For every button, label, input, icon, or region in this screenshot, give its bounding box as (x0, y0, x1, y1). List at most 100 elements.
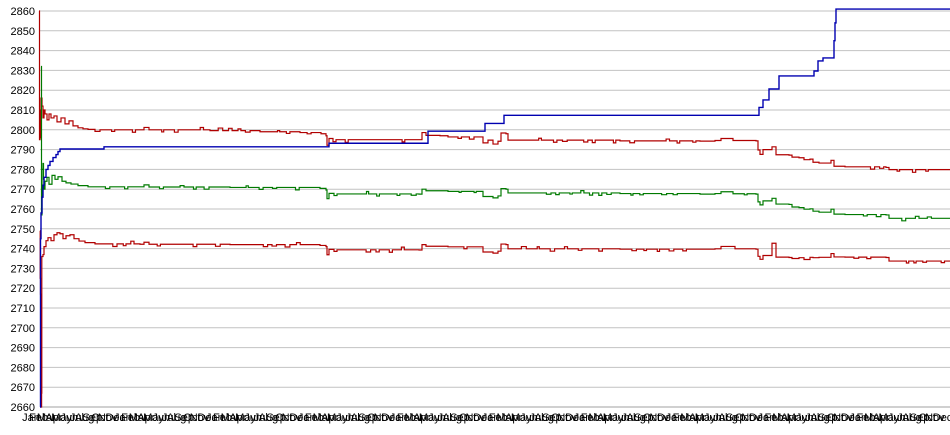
x-tick-label: May (787, 412, 808, 424)
x-tick-label: Mar (496, 412, 515, 424)
x-tick-label: Jan (22, 412, 40, 424)
x-tick-label: Dec (841, 412, 861, 424)
y-tick-label: 2820 (11, 85, 35, 97)
x-tick-label: May (603, 412, 624, 424)
y-tick-label: 2780 (11, 164, 35, 176)
x-tick-label: May (419, 412, 440, 424)
x-tick-label: Sep (450, 412, 470, 424)
x-tick-label: Jun (796, 412, 814, 424)
x-tick-label: Apr (597, 412, 614, 424)
x-tick-label: Jul (805, 412, 819, 424)
x-tick-label: Apr (137, 412, 154, 424)
x-tick-label: Jul (254, 412, 268, 424)
x-tick-label: Mar (680, 412, 699, 424)
x-tick-label: Dec (473, 412, 493, 424)
x-tick-label: Apr (413, 412, 430, 424)
x-tick-label: Dec (105, 412, 125, 424)
x-tick-label: May (695, 412, 716, 424)
x-tick-label: Dec (933, 412, 950, 424)
x-tick-label: Mar (772, 412, 791, 424)
x-tick-label: Sep (910, 412, 930, 424)
x-tick-label: Jan (390, 412, 408, 424)
x-tick-label: Sep (174, 412, 194, 424)
x-tick-label: May (235, 412, 256, 424)
x-tick-label: Jun (428, 412, 446, 424)
x-tick-label: Apr (781, 412, 798, 424)
series-lines (38, 8, 950, 408)
x-tick-label: Aug (534, 412, 554, 424)
x-tick-label: Oct (183, 412, 200, 424)
y-tick-label: 2790 (11, 145, 35, 157)
x-tick-label: Jan (482, 412, 500, 424)
y-tick-label: 2860 (11, 6, 35, 18)
x-tick-label: Nov (98, 412, 118, 424)
x-tick-label: Oct (919, 412, 936, 424)
series-line-red-high (38, 10, 950, 173)
x-tick-label: Nov (282, 412, 302, 424)
x-tick-label: Mar (588, 412, 607, 424)
x-tick-label: Sep (726, 412, 746, 424)
y-tick-label: 2760 (11, 204, 35, 216)
x-tick-label: Jun (244, 412, 262, 424)
x-tick-label: Jan (114, 412, 132, 424)
x-tick-label: Jan (757, 412, 775, 424)
x-tick-label: Jan (849, 412, 867, 424)
x-tick-label: Mar (221, 412, 240, 424)
x-tick-label: Mar (37, 412, 56, 424)
x-tick-label: Oct (91, 412, 108, 424)
y-tick-label: 2710 (11, 303, 35, 315)
x-tick-label: Sep (634, 412, 654, 424)
x-tick-label: Jul (897, 412, 911, 424)
x-tick-label: Feb (29, 412, 48, 424)
x-tick-label: Nov (557, 412, 577, 424)
x-tick-label: Jul (162, 412, 176, 424)
x-tick-label: Nov (925, 412, 945, 424)
x-tick-label: May (879, 412, 900, 424)
x-tick-label: Nov (741, 412, 761, 424)
x-tick-label: Jun (336, 412, 354, 424)
x-tick-label: Apr (873, 412, 890, 424)
x-tick-label: Oct (275, 412, 292, 424)
x-tick-label: Jan (666, 412, 684, 424)
x-tick-label: Feb (856, 412, 875, 424)
x-tick-label: May (327, 412, 348, 424)
series-line-red-low (39, 230, 950, 408)
y-tick-label: 2680 (11, 362, 35, 374)
y-tick-label: 2720 (11, 283, 35, 295)
x-tick-label: Oct (459, 412, 476, 424)
x-tick-label: Aug (259, 412, 279, 424)
x-tick-label: Nov (465, 412, 485, 424)
x-tick-label: Feb (673, 412, 692, 424)
x-tick-label: Aug (626, 412, 646, 424)
x-tick-label: Jul (346, 412, 360, 424)
x-tick-label: Dec (197, 412, 217, 424)
x-tick-label: Jan (298, 412, 316, 424)
x-tick-label: Sep (358, 412, 378, 424)
x-tick-label: Dec (565, 412, 585, 424)
x-tick-label: Jul (70, 412, 84, 424)
x-tick-label: Dec (289, 412, 309, 424)
x-tick-label: Aug (351, 412, 371, 424)
x-tick-label: Aug (718, 412, 738, 424)
y-tick-label: 2730 (11, 263, 35, 275)
x-tick-label: Nov (649, 412, 669, 424)
x-tick-label: Feb (489, 412, 508, 424)
x-tick-label: Nov (190, 412, 210, 424)
x-tick-label: Jul (530, 412, 544, 424)
x-tick-label: Mar (313, 412, 332, 424)
x-tick-label: Jun (888, 412, 906, 424)
gridlines (40, 10, 950, 408)
x-tick-label: Oct (643, 412, 660, 424)
x-tick-label: Apr (505, 412, 522, 424)
x-tick-label: Jun (704, 412, 722, 424)
x-tick-label: Jul (621, 412, 635, 424)
x-tick-label: Jul (713, 412, 727, 424)
x-tick-label: May (511, 412, 532, 424)
x-tick-label: Aug (443, 412, 463, 424)
y-tick-label: 2690 (11, 343, 35, 355)
x-tick-label: Aug (75, 412, 95, 424)
y-tick-label: 2810 (11, 105, 35, 117)
x-tick-label: Apr (321, 412, 338, 424)
